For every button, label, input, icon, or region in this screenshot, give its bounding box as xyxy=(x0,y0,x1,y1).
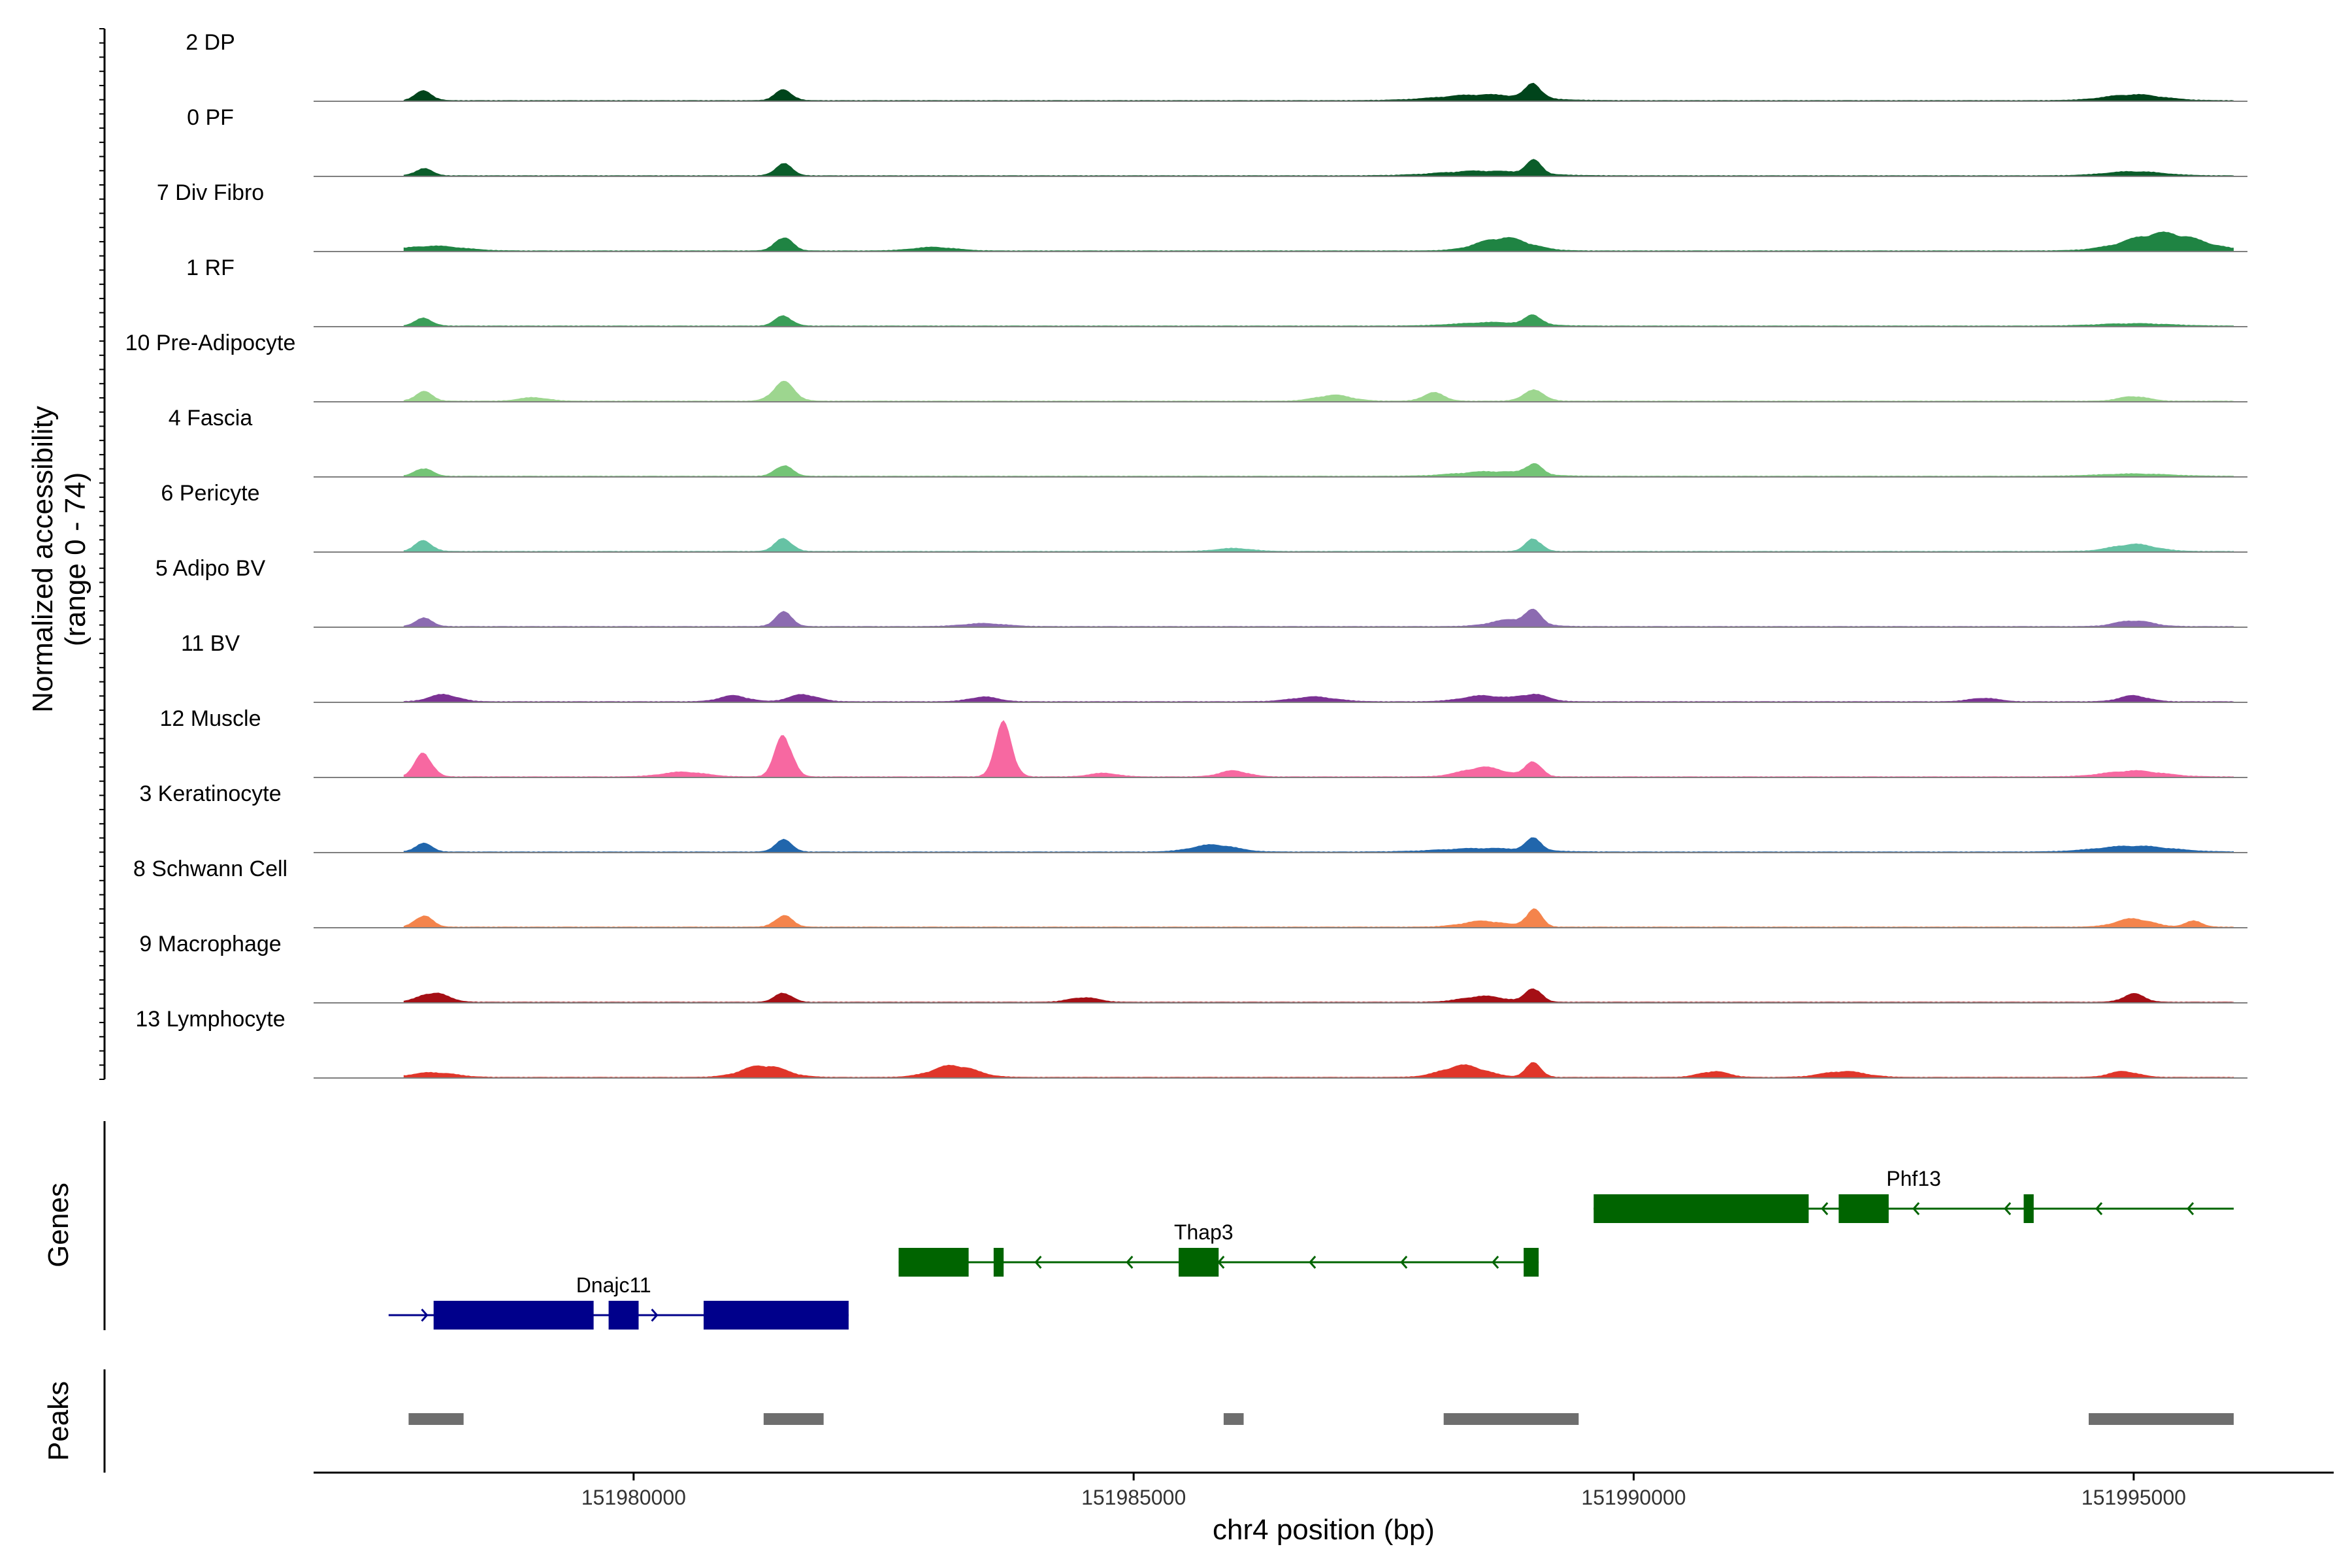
strand-arrow xyxy=(1309,1256,1316,1269)
genes-track: Dnajc11 Thap3 Phf13 xyxy=(103,1121,2234,1330)
strand-arrow xyxy=(2004,1202,2012,1215)
track-area-11 xyxy=(403,837,2234,853)
track-area-9 xyxy=(403,693,2234,702)
track-12: 8 Schwann Cell xyxy=(133,857,2247,928)
track-8: 5 Adipo BV xyxy=(155,556,2247,628)
track-7: 6 Pericyte xyxy=(161,481,2247,553)
track-area-14 xyxy=(403,1062,2234,1078)
gene-exon xyxy=(1838,1194,1889,1223)
track-2: 0 PF xyxy=(187,105,2247,177)
track-label: 5 Adipo BV xyxy=(155,556,266,581)
track-5: 10 Pre-Adipocyte xyxy=(125,331,2247,402)
x-tick-label: 151995000 xyxy=(2082,1486,2186,1509)
y-axis-title-line2: (range 0 - 74) xyxy=(59,472,91,647)
gene-thap3: Thap3 xyxy=(898,1220,1539,1277)
track-label: 2 DP xyxy=(186,30,235,55)
track-label: 7 Div Fibro xyxy=(157,180,264,205)
track-area-2 xyxy=(403,159,2234,176)
gene-dnajc11: Dnajc11 xyxy=(388,1273,849,1330)
track-label: 4 Fascia xyxy=(169,406,253,431)
track-label: 10 Pre-Adipocyte xyxy=(125,331,296,355)
gene-exon xyxy=(993,1248,1004,1277)
track-area-3 xyxy=(403,231,2234,252)
gene-exon xyxy=(703,1301,849,1330)
strand-arrow xyxy=(1821,1202,1829,1215)
strand-arrow xyxy=(1400,1256,1408,1269)
x-axis: 151980000 151985000 151990000 151995000 xyxy=(314,1471,2334,1509)
gene-label: Dnajc11 xyxy=(576,1273,651,1297)
gene-exon xyxy=(1524,1248,1539,1277)
strand-arrow xyxy=(1126,1256,1134,1269)
track-area-8 xyxy=(403,608,2234,627)
track-1: 2 DP xyxy=(186,30,2247,102)
strand-arrow xyxy=(1217,1256,1225,1269)
genes-section-label: Genes xyxy=(42,1183,74,1267)
strand-arrow xyxy=(1912,1202,1920,1215)
track-3: 7 Div Fibro xyxy=(157,180,2247,252)
y-axis xyxy=(99,28,106,1080)
x-axis-title: chr4 position (bp) xyxy=(1213,1514,1435,1546)
track-area-1 xyxy=(403,82,2234,101)
x-tick-label: 151980000 xyxy=(581,1486,686,1509)
track-label: 3 Keratinocyte xyxy=(139,781,281,806)
accessibility-tracks: 2 DP 0 PF 7 Div Fibro 1 RF 10 Pre-Adipocyte 4… xyxy=(125,30,2247,1079)
peak-region xyxy=(2088,1413,2234,1425)
track-area-12 xyxy=(403,908,2234,928)
gene-label: Phf13 xyxy=(1886,1167,1941,1190)
strand-arrow xyxy=(651,1309,659,1322)
x-tick-label: 151990000 xyxy=(1581,1486,1686,1509)
gene-exon xyxy=(1593,1194,1809,1223)
peak-region xyxy=(1223,1413,1244,1425)
track-area-4 xyxy=(403,314,2234,327)
track-4: 1 RF xyxy=(186,255,2247,327)
strand-arrow xyxy=(1034,1256,1042,1269)
track-area-6 xyxy=(403,463,2234,477)
track-9: 11 BV xyxy=(181,631,2247,703)
track-11: 3 Keratinocyte xyxy=(139,781,2247,853)
peak-region xyxy=(1443,1413,1579,1425)
track-label: 8 Schwann Cell xyxy=(133,857,287,881)
peak-region xyxy=(763,1413,824,1425)
gene-exon xyxy=(898,1248,969,1277)
strand-arrow xyxy=(1492,1256,1499,1269)
strand-arrow xyxy=(2095,1202,2103,1215)
peaks-section-label: Peaks xyxy=(42,1381,74,1461)
peak-region xyxy=(408,1413,464,1425)
track-label: 12 Muscle xyxy=(160,706,261,731)
track-10: 12 Muscle xyxy=(160,706,2247,778)
gene-exon xyxy=(608,1301,639,1330)
peaks-track xyxy=(103,1369,2234,1473)
track-area-5 xyxy=(403,380,2234,402)
gene-exon xyxy=(433,1301,594,1330)
gene-label: Thap3 xyxy=(1174,1220,1233,1244)
track-label: 6 Pericyte xyxy=(161,481,259,506)
track-6: 4 Fascia xyxy=(169,406,2247,478)
track-label: 1 RF xyxy=(186,255,235,280)
track-label: 9 Macrophage xyxy=(139,932,281,956)
gene-phf13: Phf13 xyxy=(1593,1167,2234,1223)
gene-exon xyxy=(2023,1194,2034,1223)
track-label: 13 Lymphocyte xyxy=(135,1007,285,1032)
track-area-13 xyxy=(403,988,2234,1003)
strand-arrow xyxy=(421,1309,429,1322)
track-label: 11 BV xyxy=(181,631,240,656)
track-area-7 xyxy=(403,538,2234,552)
strand-arrow xyxy=(2186,1202,2195,1215)
track-13: 9 Macrophage xyxy=(139,932,2247,1004)
track-label: 0 PF xyxy=(187,105,234,130)
y-axis-title-line1: Normalized accessibility xyxy=(27,406,59,712)
gene-exon xyxy=(1179,1248,1219,1277)
track-area-10 xyxy=(403,720,2234,777)
x-tick-label: 151985000 xyxy=(1081,1486,1186,1509)
track-14: 13 Lymphocyte xyxy=(135,1007,2247,1079)
